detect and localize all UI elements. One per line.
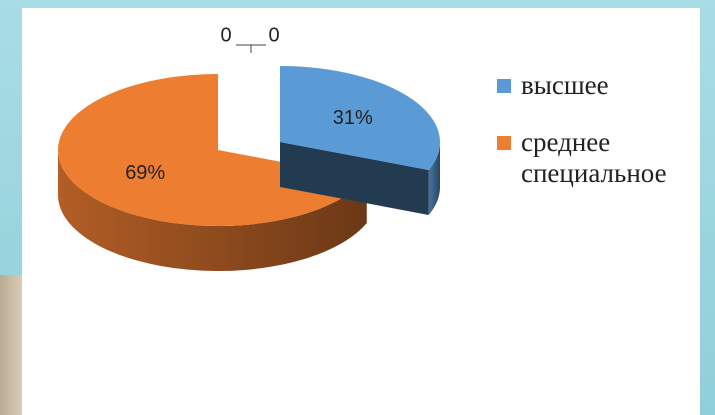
legend-swatch [497, 79, 511, 93]
legend-item: среднее специальное [497, 127, 697, 189]
data-label: 0 [220, 24, 231, 46]
leader-line [236, 44, 266, 53]
legend-item: высшее [497, 70, 697, 101]
slice-wall [58, 150, 367, 271]
legend: высшее среднее специальное [497, 70, 697, 215]
legend-label: среднее специальное [521, 127, 667, 188]
legend-label: высшее [521, 70, 609, 100]
data-label: 69% [125, 162, 165, 184]
slice-wall [428, 142, 440, 215]
slice-cut-face [280, 142, 429, 215]
data-label: 0 [268, 24, 279, 46]
data-label: 31% [333, 107, 373, 129]
legend-swatch [497, 136, 511, 150]
slice-top [280, 66, 440, 170]
pie-slice [280, 66, 440, 215]
background-image [0, 275, 22, 415]
